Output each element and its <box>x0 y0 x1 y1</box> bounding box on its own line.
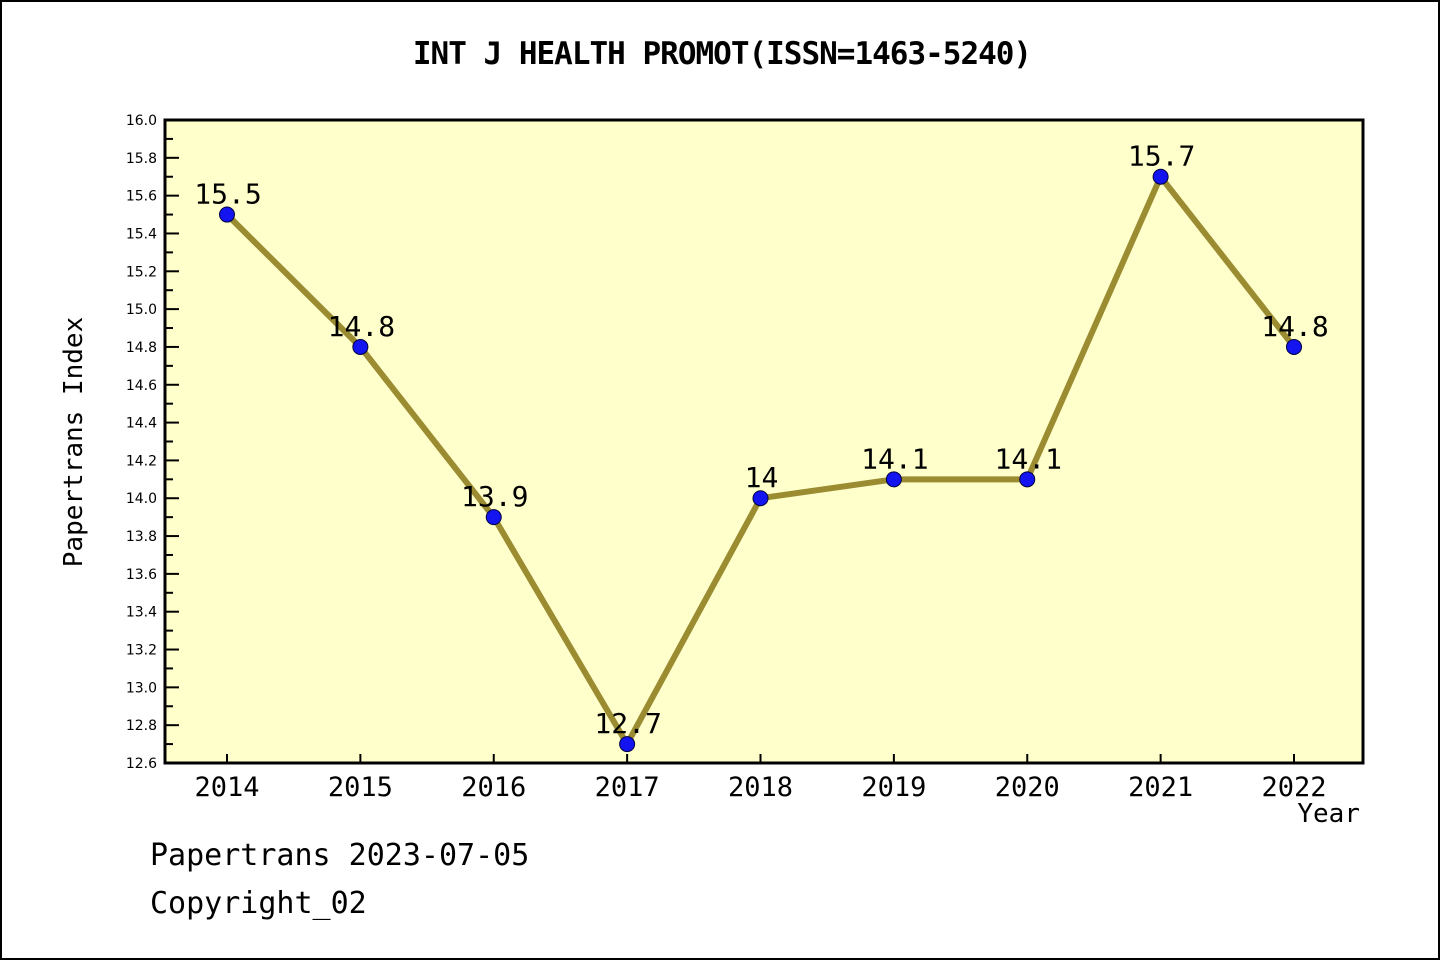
x-axis-ticks: 2014 2015 2016 2017 2018 2019 2020 2021 2022 <box>194 754 1327 803</box>
x-tick-label: 2019 <box>861 772 926 803</box>
data-point <box>1019 471 1036 488</box>
data-point-label: 15.5 <box>194 178 261 211</box>
x-tick-label: 2015 <box>328 772 393 803</box>
x-axis-title: Year <box>1297 799 1360 829</box>
y-tick-label: 15.8 <box>126 151 157 167</box>
y-axis-title: Papertrans Index <box>59 317 89 567</box>
y-tick-label: 13.4 <box>126 605 157 621</box>
y-tick-label: 14.4 <box>126 416 157 432</box>
data-point-label: 14.8 <box>328 310 395 343</box>
data-point <box>352 338 369 355</box>
y-tick-label: 14.6 <box>126 378 157 394</box>
x-tick-label: 2017 <box>595 772 660 803</box>
y-tick-label: 15.6 <box>126 189 157 205</box>
y-tick-label: 12.6 <box>126 756 157 772</box>
y-tick-label: 14.2 <box>126 453 157 469</box>
x-tick-label: 2016 <box>461 772 526 803</box>
data-point-label: 14 <box>745 461 779 494</box>
y-tick-label: 12.8 <box>126 718 157 734</box>
y-tick-label: 13.2 <box>126 643 157 659</box>
x-tick-label: 2022 <box>1261 772 1326 803</box>
data-point <box>619 736 636 753</box>
data-point <box>752 490 769 507</box>
y-tick-label: 14.8 <box>126 340 157 356</box>
data-point <box>1152 168 1169 185</box>
data-points <box>219 168 1302 753</box>
x-tick-label: 2018 <box>728 772 793 803</box>
data-point-label: 14.1 <box>861 442 928 475</box>
data-point-label: 15.7 <box>1128 140 1195 173</box>
x-tick-label: 2014 <box>194 772 259 803</box>
footer-copyright: Copyright_02 <box>150 886 367 921</box>
plot-area <box>163 118 1365 765</box>
x-tick-label: 2020 <box>995 772 1060 803</box>
data-point <box>485 509 502 526</box>
footer-source-date: Papertrans 2023-07-05 <box>150 838 530 873</box>
x-tick-label: 2021 <box>1128 772 1193 803</box>
y-tick-label: 13.8 <box>126 529 157 545</box>
data-point-label: 14.8 <box>1261 310 1328 343</box>
y-tick-label: 13.6 <box>126 567 157 583</box>
data-point-label: 13.9 <box>461 480 528 513</box>
data-point-labels: 15.5 14.8 13.9 12.7 14 14.1 14.1 15.7 14.8 <box>194 140 1328 740</box>
y-tick-label: 15.4 <box>126 226 157 242</box>
data-point <box>885 471 902 488</box>
y-tick-label: 14.0 <box>126 491 157 507</box>
y-tick-label: 15.2 <box>126 264 157 280</box>
y-axis-ticks: 12.6 12.8 13.0 13.2 13.4 13.6 13.8 14.0 14.2 14.4… <box>126 113 179 772</box>
y-tick-label: 13.0 <box>126 680 157 696</box>
data-point-label: 12.7 <box>594 707 661 740</box>
y-tick-label: 15.0 <box>126 302 157 318</box>
data-point <box>1286 338 1302 355</box>
chart-title: INT J HEALTH PROMOT(ISSN=1463-5240) <box>412 36 1032 72</box>
y-tick-label: 16.0 <box>126 113 157 129</box>
data-point-label: 14.1 <box>995 442 1062 475</box>
data-point <box>219 206 235 223</box>
